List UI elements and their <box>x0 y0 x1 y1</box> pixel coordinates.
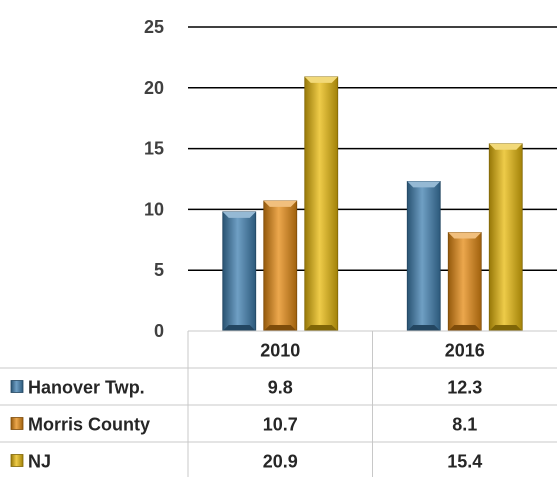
bar <box>447 232 482 332</box>
bar <box>222 211 257 332</box>
bar-top-bevel <box>222 211 256 218</box>
bar-top-bevel <box>263 200 297 207</box>
data-label: 15.4 <box>447 452 482 472</box>
bar-top-bevel <box>304 76 338 83</box>
series-name: Hanover Twp. <box>28 378 145 398</box>
data-table: 2010 2016 Hanover Twp. 9.8 12.3 Morris County… <box>0 330 557 477</box>
category-label: 2010 <box>260 341 300 361</box>
y-tick-label: 25 <box>144 17 164 37</box>
y-axis-tick-labels: 0 5 10 15 20 25 <box>144 17 164 341</box>
legend-swatch <box>10 417 24 430</box>
bar <box>263 200 298 332</box>
legend-swatch <box>10 380 24 393</box>
y-tick-label: 20 <box>144 78 164 98</box>
bar-bottom-bevel <box>448 325 482 331</box>
series-name: Morris County <box>28 415 150 435</box>
legend-swatch <box>10 454 24 467</box>
bar-bottom-bevel <box>304 325 338 331</box>
bar <box>488 143 523 332</box>
bar <box>406 181 441 332</box>
bar-bottom-bevel <box>489 325 523 331</box>
y-tick-label: 15 <box>144 139 164 159</box>
y-tick-label: 5 <box>154 260 164 280</box>
bar-body <box>263 200 298 332</box>
bars <box>222 76 523 332</box>
bar-body <box>304 76 339 332</box>
bar-bottom-bevel <box>222 325 256 331</box>
category-label: 2016 <box>445 341 485 361</box>
data-label: 9.8 <box>268 378 293 398</box>
bar-body <box>406 181 441 332</box>
y-tick-label: 0 <box>154 321 164 341</box>
bar <box>304 76 339 332</box>
bar-body <box>222 211 257 332</box>
data-label: 12.3 <box>447 378 482 398</box>
bar-body <box>488 143 523 332</box>
bar-bottom-bevel <box>263 325 297 331</box>
bar-top-bevel <box>407 181 441 188</box>
series-name: NJ <box>28 452 51 472</box>
bar-top-bevel <box>489 143 523 150</box>
bar-top-bevel <box>448 232 482 239</box>
y-tick-label: 10 <box>144 199 164 219</box>
bar-bottom-bevel <box>407 325 441 331</box>
data-label: 20.9 <box>263 452 298 472</box>
data-label: 8.1 <box>452 415 477 435</box>
bar-body <box>447 232 482 332</box>
data-label: 10.7 <box>263 415 298 435</box>
